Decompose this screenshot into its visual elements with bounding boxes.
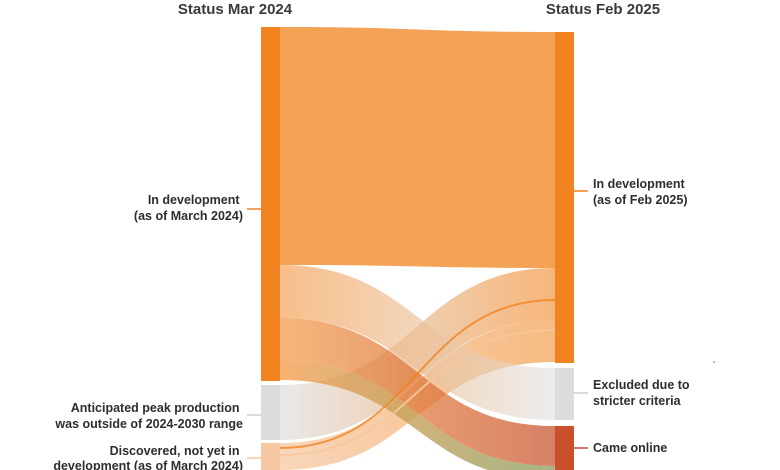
flow-in-dev-to-excluded	[280, 265, 555, 420]
node-right-excluded	[555, 368, 574, 420]
left-column-title: Status Mar 2024	[178, 1, 293, 18]
right-column-title: Status Feb 2025	[546, 1, 660, 18]
label-left-discovered: Discovered, not yet in development (as o…	[53, 444, 243, 470]
node-left-outside-range	[261, 385, 280, 440]
label-right-came-online: Came online	[593, 441, 667, 455]
label-left-outside-range: Anticipated peak production was outside …	[54, 401, 243, 431]
flow-thin-1	[279, 299, 556, 449]
flow-in-dev-to-green	[280, 360, 555, 470]
label-left-in-development: In development (as of March 2024)	[134, 193, 243, 223]
label-right-excluded: Excluded due to stricter criteria	[593, 378, 693, 408]
flow-in-dev-to-in-dev	[280, 27, 555, 268]
node-left-in-development	[261, 27, 280, 381]
flow-thin-2	[279, 329, 556, 456]
label-right-in-development: In development (as of Feb 2025)	[593, 177, 688, 207]
node-left-discovered	[261, 443, 280, 470]
node-right-came-online	[555, 426, 574, 470]
stray-dot	[713, 361, 715, 363]
node-right-in-development	[555, 32, 574, 363]
